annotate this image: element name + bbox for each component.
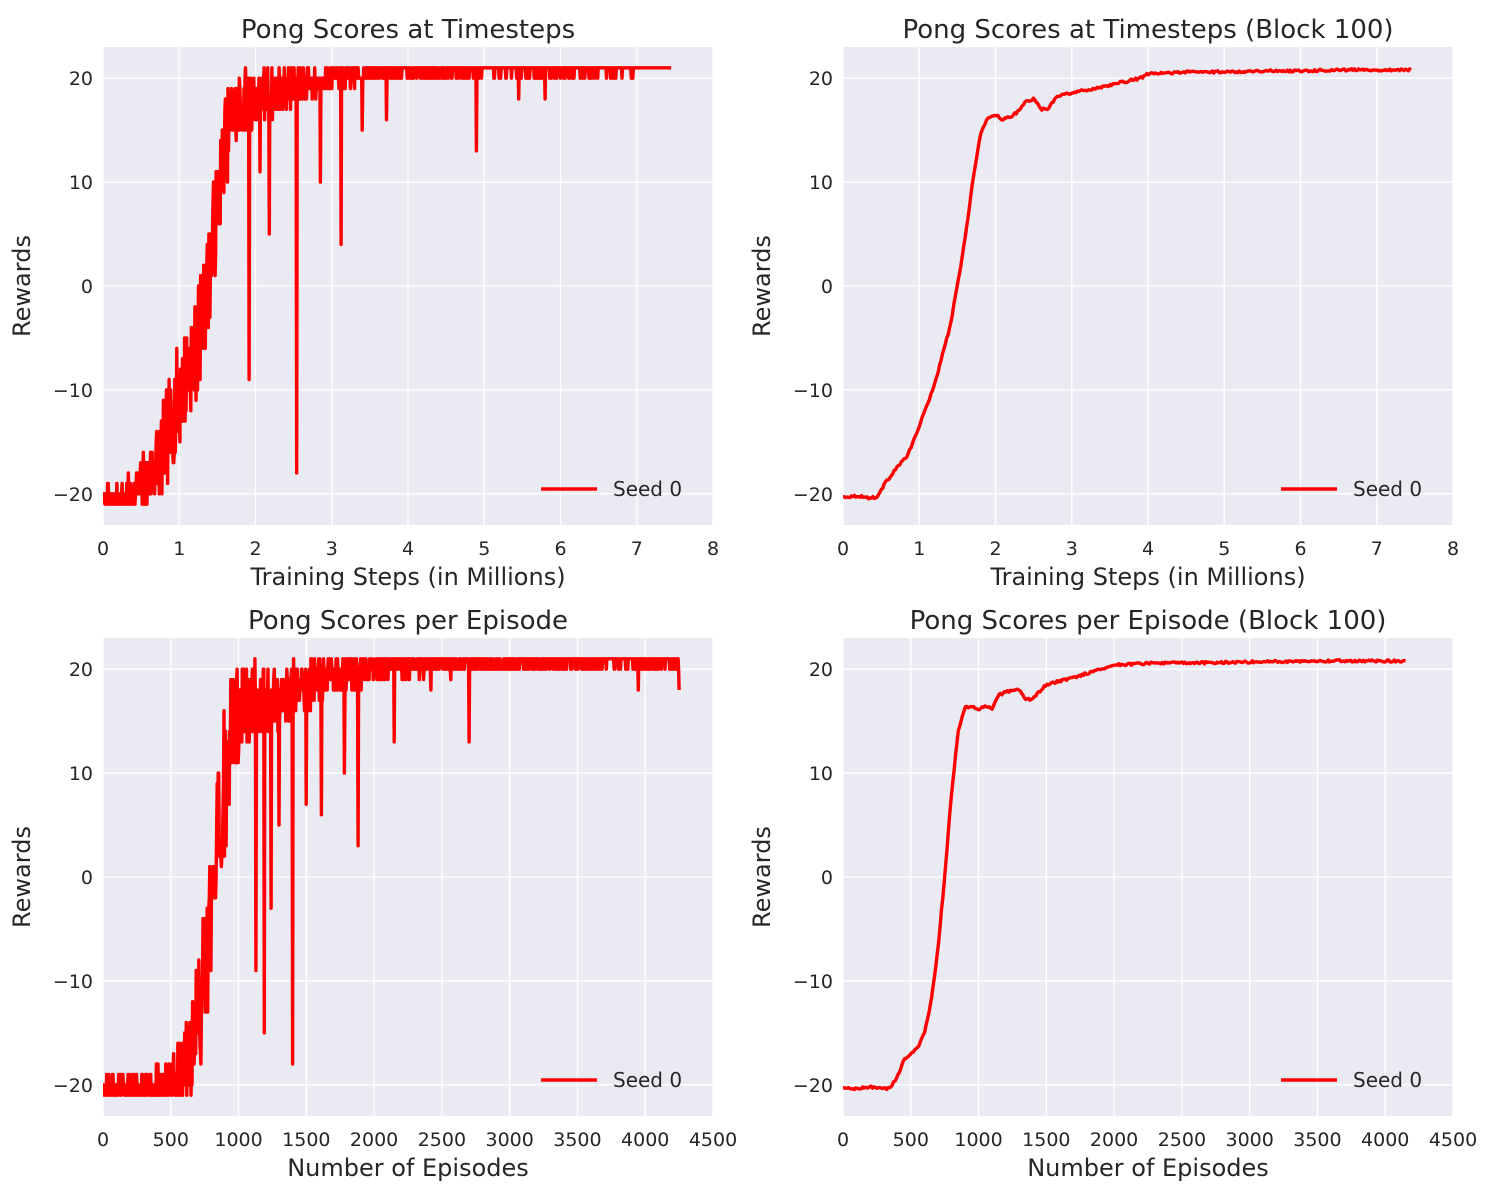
y-tick-label: −10 xyxy=(53,380,93,402)
x-tick-label: 0 xyxy=(837,1129,849,1151)
x-tick-label: 4000 xyxy=(621,1129,669,1151)
series-line-seed-0 xyxy=(103,66,673,506)
y-axis-label: Rewards xyxy=(748,826,776,928)
x-tick-label: 7 xyxy=(631,538,643,560)
chart-title: Pong Scores at Timesteps (Block 100) xyxy=(902,15,1393,45)
y-axis-label: Rewards xyxy=(8,235,36,337)
chart-br: 0 500 1000 1500 2000 2500 3000 3500 4000 4500 −20 −… xyxy=(748,606,1477,1182)
y-tick-label: −10 xyxy=(793,380,833,402)
x-tick-label: 3500 xyxy=(553,1129,601,1151)
x-tick-label: 3 xyxy=(1066,538,1078,560)
y-axis-label: Rewards xyxy=(8,826,36,928)
x-tick-label: 3000 xyxy=(485,1129,533,1151)
legend: Seed 0 xyxy=(1281,477,1422,501)
x-tick-label: 6 xyxy=(554,538,566,560)
legend-label: Seed 0 xyxy=(613,477,682,501)
x-tick-label: 2 xyxy=(249,538,261,560)
y-tick-label: 10 xyxy=(69,172,93,194)
x-tick-label: 4500 xyxy=(689,1129,737,1151)
chart-title: Pong Scores per Episode (Block 100) xyxy=(910,606,1387,636)
chart-title: Pong Scores at Timesteps xyxy=(241,15,575,45)
y-tick-label: 20 xyxy=(69,68,93,90)
x-tick-label: 2000 xyxy=(350,1129,398,1151)
x-tick-label: 8 xyxy=(1447,538,1459,560)
x-axis-label: Number of Episodes xyxy=(1027,1154,1269,1182)
y-tick-label: −10 xyxy=(53,971,93,993)
x-tick-label: 500 xyxy=(893,1129,929,1151)
x-axis-label: Training Steps (in Millions) xyxy=(249,563,565,591)
chart-tr: 0 1 2 3 4 5 6 7 8 −20 −10 0 10 20 Pong Scores at Times… xyxy=(748,15,1459,591)
x-tick-label: 1000 xyxy=(214,1129,262,1151)
x-tick-label: 3500 xyxy=(1293,1129,1341,1151)
x-tick-label: 1000 xyxy=(954,1129,1002,1151)
y-tick-label: 0 xyxy=(81,276,93,298)
y-axis-label: Rewards xyxy=(748,235,776,337)
y-tick-label: −20 xyxy=(53,484,93,506)
x-tick-label: 6 xyxy=(1294,538,1306,560)
x-tick-label: 1500 xyxy=(282,1129,330,1151)
chart-title: Pong Scores per Episode xyxy=(248,606,568,636)
legend: Seed 0 xyxy=(541,1068,682,1092)
chart-bl: 0 500 1000 1500 2000 2500 3000 3500 4000 4500 −20 −… xyxy=(8,606,737,1182)
legend: Seed 0 xyxy=(541,477,682,501)
y-tick-label: 20 xyxy=(809,68,833,90)
x-axis-label: Training Steps (in Millions) xyxy=(989,563,1305,591)
series-line-seed-0 xyxy=(843,658,1406,1092)
x-tick-label: 1 xyxy=(173,538,185,560)
x-axis-label: Number of Episodes xyxy=(287,1154,529,1182)
y-tick-label: 20 xyxy=(69,659,93,681)
x-tick-label: 4500 xyxy=(1429,1129,1477,1151)
x-tick-label: 4 xyxy=(402,538,414,560)
legend-label: Seed 0 xyxy=(613,1068,682,1092)
series-line-seed-0 xyxy=(103,657,681,1097)
x-tick-label: 3 xyxy=(326,538,338,560)
x-tick-label: 0 xyxy=(97,1129,109,1151)
x-tick-label: 5 xyxy=(1218,538,1230,560)
x-tick-label: 0 xyxy=(837,538,849,560)
series-line-seed-0 xyxy=(843,67,1413,501)
x-tick-label: 4000 xyxy=(1361,1129,1409,1151)
y-tick-label: 0 xyxy=(821,276,833,298)
y-tick-label: −20 xyxy=(793,484,833,506)
x-tick-label: 3000 xyxy=(1225,1129,1273,1151)
x-tick-label: 500 xyxy=(153,1129,189,1151)
y-tick-label: 0 xyxy=(81,867,93,889)
x-tick-label: 1 xyxy=(913,538,925,560)
y-tick-label: −10 xyxy=(793,971,833,993)
y-tick-label: 20 xyxy=(809,659,833,681)
legend-label: Seed 0 xyxy=(1353,1068,1422,1092)
y-tick-label: 10 xyxy=(809,172,833,194)
x-tick-label: 4 xyxy=(1142,538,1154,560)
y-tick-label: 10 xyxy=(809,763,833,785)
x-tick-label: 1500 xyxy=(1022,1129,1070,1151)
x-tick-label: 2500 xyxy=(1158,1129,1206,1151)
y-tick-label: −20 xyxy=(53,1075,93,1097)
x-tick-label: 5 xyxy=(478,538,490,560)
x-tick-label: 2500 xyxy=(418,1129,466,1151)
y-tick-label: −20 xyxy=(793,1075,833,1097)
x-tick-label: 7 xyxy=(1371,538,1383,560)
chart-tl: 0 1 2 3 4 5 6 7 8 −20 −10 0 10 20 Pong Scores at Times… xyxy=(8,15,719,591)
legend: Seed 0 xyxy=(1281,1068,1422,1092)
x-tick-label: 2000 xyxy=(1090,1129,1138,1151)
legend-label: Seed 0 xyxy=(1353,477,1422,501)
x-tick-label: 8 xyxy=(707,538,719,560)
y-tick-label: 0 xyxy=(821,867,833,889)
x-tick-label: 2 xyxy=(989,538,1001,560)
x-tick-label: 0 xyxy=(97,538,109,560)
y-tick-label: 10 xyxy=(69,763,93,785)
